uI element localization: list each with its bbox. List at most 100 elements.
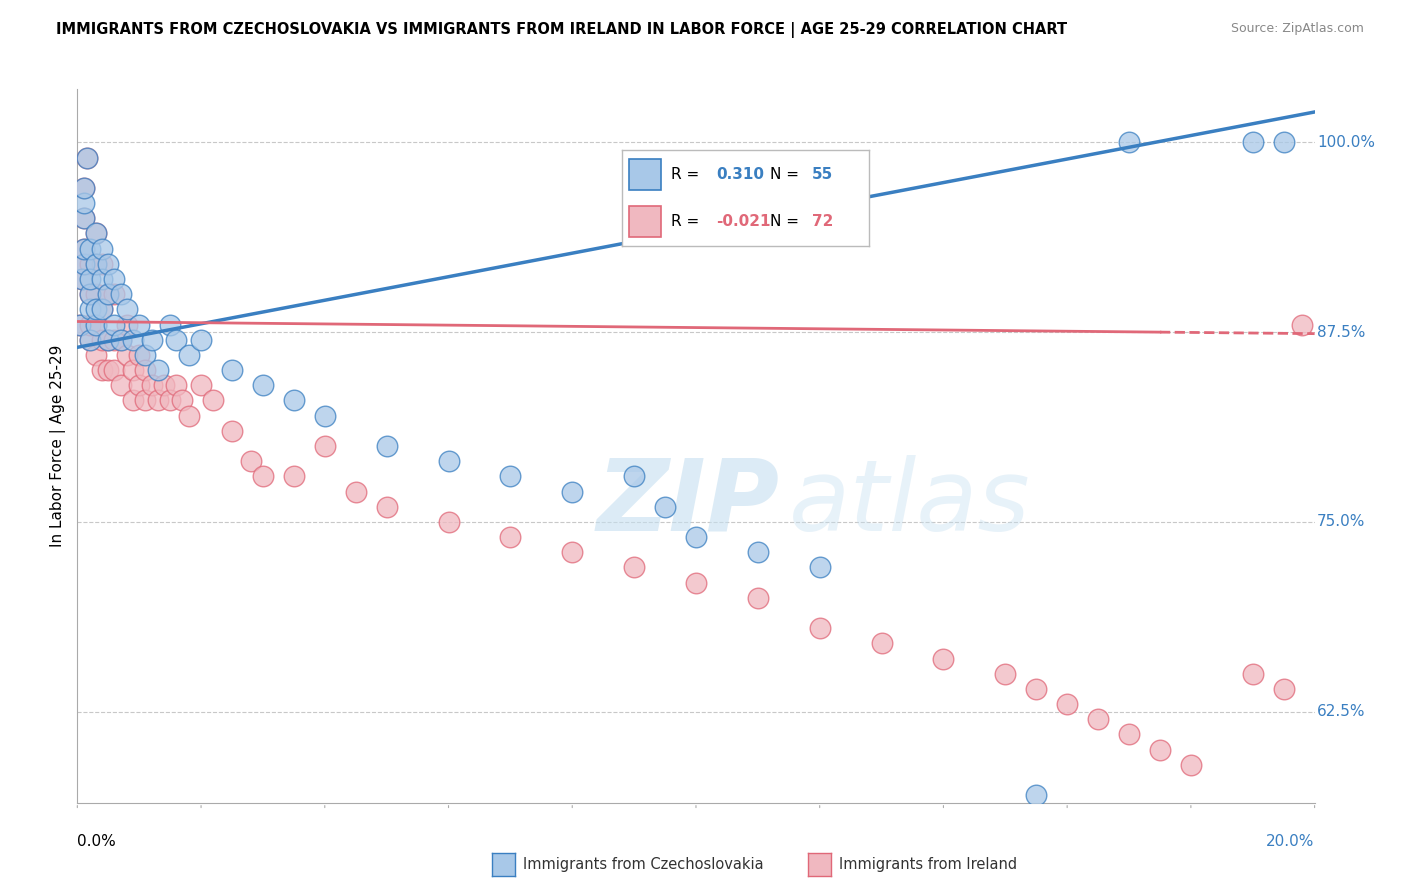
Point [103, 287, 125, 301]
Point [115, 302, 138, 317]
Text: 0.0%: 0.0% [77, 834, 117, 849]
Point [72, 257, 94, 271]
Point [128, 318, 150, 332]
Point [91, 272, 114, 286]
Point [141, 378, 163, 392]
Point [252, 378, 274, 392]
Point [153, 378, 176, 392]
Point [69, 318, 91, 332]
Point [134, 348, 156, 362]
Point [314, 439, 336, 453]
Point [115, 348, 138, 362]
Point [1056, 697, 1078, 711]
Point [84, 257, 107, 271]
Point [134, 363, 156, 377]
Point [165, 378, 187, 392]
Point [1180, 757, 1202, 772]
Point [84, 227, 107, 241]
Point [314, 409, 336, 423]
Point [72, 196, 94, 211]
Point [97, 287, 120, 301]
Text: R =: R = [671, 214, 704, 228]
Point [97, 287, 120, 301]
Point [1149, 742, 1171, 756]
Text: -0.021: -0.021 [716, 214, 770, 228]
Point [221, 363, 243, 377]
Point [84, 302, 107, 317]
Point [283, 393, 305, 408]
Point [283, 469, 305, 483]
Point [91, 302, 114, 317]
Point [146, 363, 169, 377]
Point [994, 666, 1017, 681]
Point [79, 318, 101, 332]
Point [375, 439, 398, 453]
Point [79, 242, 101, 256]
Point [344, 484, 367, 499]
Point [72, 242, 94, 256]
Text: 75.0%: 75.0% [1317, 515, 1365, 530]
Point [202, 393, 225, 408]
Point [870, 819, 893, 833]
Point [79, 272, 101, 286]
Text: 100.0%: 100.0% [1317, 135, 1375, 150]
Text: IMMIGRANTS FROM CZECHOSLOVAKIA VS IMMIGRANTS FROM IRELAND IN LABOR FORCE | AGE 2: IMMIGRANTS FROM CZECHOSLOVAKIA VS IMMIGR… [56, 22, 1067, 38]
Point [808, 560, 831, 574]
Text: 87.5%: 87.5% [1317, 325, 1365, 340]
Point [115, 318, 138, 332]
Point [159, 393, 181, 408]
Point [499, 530, 522, 544]
Point [79, 333, 101, 347]
Point [110, 287, 132, 301]
Point [91, 242, 114, 256]
Text: N =: N = [770, 214, 804, 228]
Point [84, 257, 107, 271]
Bar [628, 160, 661, 190]
Point [1025, 681, 1047, 696]
Text: 20.0%: 20.0% [1267, 834, 1315, 849]
Point [103, 333, 125, 347]
Point [134, 393, 156, 408]
Point [79, 302, 101, 317]
Point [1241, 136, 1264, 150]
Point [437, 454, 460, 468]
Point [128, 378, 150, 392]
Text: ZIP: ZIP [598, 455, 780, 551]
Point [1291, 318, 1313, 332]
Point [128, 348, 150, 362]
Text: 0.310: 0.310 [716, 168, 763, 182]
Point [91, 257, 114, 271]
Point [1241, 666, 1264, 681]
Point [159, 318, 181, 332]
Text: Immigrants from Ireland: Immigrants from Ireland [839, 857, 1018, 871]
Point [84, 348, 107, 362]
Point [76, 151, 98, 165]
Point [79, 257, 101, 271]
Point [1118, 727, 1140, 741]
Point [79, 333, 101, 347]
Point [72, 242, 94, 256]
Text: 72: 72 [813, 214, 834, 228]
Point [146, 393, 169, 408]
Point [172, 393, 194, 408]
Text: N =: N = [770, 168, 804, 182]
Point [1272, 136, 1295, 150]
Point [499, 469, 522, 483]
Point [177, 409, 200, 423]
Point [1025, 788, 1047, 802]
Point [654, 500, 676, 514]
Text: R =: R = [671, 168, 704, 182]
Point [122, 363, 145, 377]
Point [84, 318, 107, 332]
Point [110, 378, 132, 392]
Point [932, 651, 955, 665]
Point [76, 151, 98, 165]
Point [1211, 819, 1233, 833]
Point [190, 333, 212, 347]
Point [685, 575, 707, 590]
Point [221, 424, 243, 438]
Point [747, 545, 769, 559]
Point [165, 333, 187, 347]
Point [103, 318, 125, 332]
Point [72, 272, 94, 286]
